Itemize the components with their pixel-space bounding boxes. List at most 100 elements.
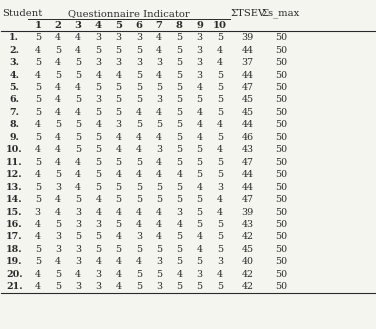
Text: 13.: 13. (6, 183, 23, 191)
Text: 3: 3 (75, 245, 81, 254)
Text: 5: 5 (217, 133, 223, 142)
Text: 5: 5 (176, 70, 182, 80)
Text: 4: 4 (217, 145, 223, 154)
Text: 5: 5 (96, 245, 102, 254)
Text: 3: 3 (136, 58, 142, 67)
Text: 4: 4 (35, 220, 41, 229)
Text: 4: 4 (75, 158, 81, 167)
Text: 5: 5 (75, 145, 81, 154)
Text: 5: 5 (136, 83, 142, 92)
Text: 4: 4 (176, 220, 182, 229)
Text: 3: 3 (136, 232, 142, 241)
Text: 5: 5 (176, 195, 182, 204)
Text: 5: 5 (136, 120, 142, 129)
Text: 5: 5 (116, 245, 122, 254)
Text: 4: 4 (55, 257, 61, 266)
Text: 5: 5 (176, 183, 182, 191)
Text: 4: 4 (156, 46, 162, 55)
Text: 5: 5 (136, 282, 142, 291)
Text: 4: 4 (197, 83, 203, 92)
Text: 50: 50 (275, 183, 287, 191)
Text: 4: 4 (136, 145, 142, 154)
Text: 15.: 15. (6, 208, 23, 216)
Text: 18.: 18. (6, 245, 23, 254)
Text: 4: 4 (116, 282, 122, 291)
Text: 45: 45 (242, 108, 254, 117)
Text: 4: 4 (116, 232, 122, 241)
Text: 5: 5 (75, 70, 81, 80)
Text: 4: 4 (136, 220, 142, 229)
Text: 45: 45 (242, 245, 254, 254)
Text: 5: 5 (96, 145, 102, 154)
Text: 20.: 20. (6, 270, 23, 279)
Text: 3: 3 (75, 220, 81, 229)
Text: 47: 47 (242, 83, 254, 92)
Text: 5: 5 (197, 220, 203, 229)
Text: 5: 5 (116, 158, 122, 167)
Text: 5: 5 (35, 195, 41, 204)
Text: 4: 4 (156, 232, 162, 241)
Text: 5: 5 (176, 282, 182, 291)
Text: 4: 4 (95, 21, 102, 30)
Text: 50: 50 (275, 257, 287, 266)
Text: 9: 9 (196, 21, 203, 30)
Text: 39: 39 (242, 208, 254, 216)
Text: 5: 5 (75, 133, 81, 142)
Text: 4: 4 (217, 120, 223, 129)
Text: 5: 5 (35, 133, 41, 142)
Text: 3: 3 (96, 220, 102, 229)
Text: 5: 5 (35, 158, 41, 167)
Text: 4: 4 (217, 208, 223, 216)
Text: 5: 5 (217, 70, 223, 80)
Text: 5: 5 (136, 70, 142, 80)
Text: 5: 5 (116, 183, 122, 191)
Text: 4: 4 (96, 120, 102, 129)
Text: 5: 5 (197, 95, 203, 105)
Text: 4: 4 (136, 170, 142, 179)
Text: 1: 1 (34, 21, 41, 30)
Text: 3: 3 (197, 58, 203, 67)
Text: 5: 5 (116, 83, 122, 92)
Text: 5: 5 (96, 158, 102, 167)
Text: 3: 3 (197, 70, 203, 80)
Text: 5: 5 (136, 270, 142, 279)
Text: 4: 4 (116, 270, 122, 279)
Text: 4: 4 (136, 257, 142, 266)
Text: 3: 3 (116, 58, 122, 67)
Text: 5: 5 (35, 33, 41, 42)
Text: 4: 4 (55, 195, 61, 204)
Text: 44: 44 (242, 120, 254, 129)
Text: 21.: 21. (6, 282, 23, 291)
Text: 5: 5 (176, 83, 182, 92)
Text: 5: 5 (156, 270, 162, 279)
Text: 5: 5 (75, 95, 81, 105)
Text: 5: 5 (217, 245, 223, 254)
Text: ΣTSEV: ΣTSEV (230, 9, 265, 18)
Text: 4: 4 (156, 220, 162, 229)
Text: 50: 50 (275, 158, 287, 167)
Text: 4: 4 (116, 208, 122, 216)
Text: 11.: 11. (6, 158, 23, 167)
Text: 5: 5 (55, 220, 61, 229)
Text: 5: 5 (136, 46, 142, 55)
Text: 44: 44 (242, 183, 254, 191)
Text: 5: 5 (75, 195, 81, 204)
Text: 1.: 1. (9, 33, 19, 42)
Text: 5: 5 (136, 195, 142, 204)
Text: 7: 7 (156, 21, 162, 30)
Text: 50: 50 (275, 282, 287, 291)
Text: 5: 5 (35, 108, 41, 117)
Text: 3: 3 (156, 58, 162, 67)
Text: 4: 4 (197, 232, 203, 241)
Text: 4: 4 (35, 270, 41, 279)
Text: 3: 3 (116, 33, 122, 42)
Text: 4: 4 (96, 70, 102, 80)
Text: 8: 8 (176, 21, 183, 30)
Text: 5: 5 (96, 183, 102, 191)
Text: 5: 5 (176, 257, 182, 266)
Text: 4: 4 (156, 133, 162, 142)
Text: 5: 5 (197, 282, 203, 291)
Text: 4: 4 (116, 145, 122, 154)
Text: 4: 4 (156, 158, 162, 167)
Text: 4: 4 (156, 108, 162, 117)
